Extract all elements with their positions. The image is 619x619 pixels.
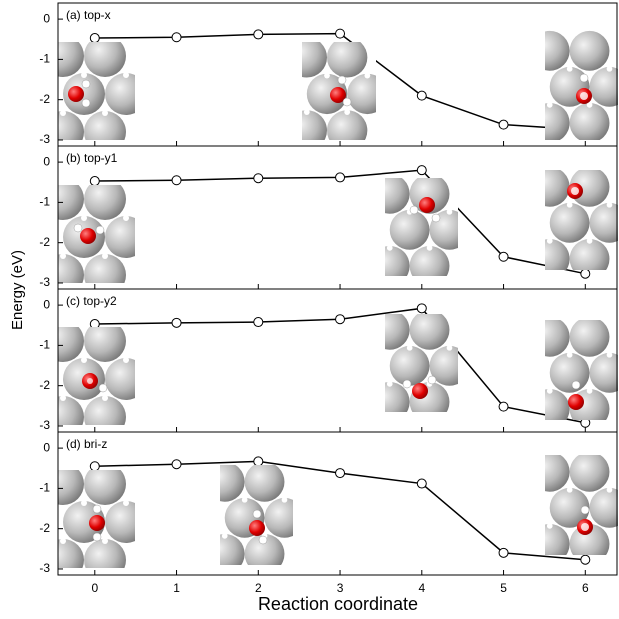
y-axis-label: Energy (eV) (9, 250, 26, 330)
x-tick-label: 4 (418, 581, 425, 595)
y-tick-label: -2 (39, 92, 50, 106)
x-tick-label: 0 (91, 581, 98, 595)
y-tick-label: -2 (39, 378, 50, 392)
point-marker (172, 33, 181, 42)
point-marker (499, 402, 508, 411)
point-marker (499, 120, 508, 129)
point-marker (417, 166, 426, 175)
y-tick-label: 0 (43, 297, 50, 311)
panel-title: (a) top-x (66, 8, 111, 22)
panel-frame (58, 289, 617, 432)
point-marker (336, 29, 345, 38)
point-marker (417, 479, 426, 488)
point-marker (336, 173, 345, 182)
y-tick-label: -1 (39, 195, 50, 209)
point-marker (90, 462, 99, 471)
x-axis-label: Reaction coordinate (258, 594, 418, 614)
y-tick-label: 0 (43, 440, 50, 454)
point-marker (172, 318, 181, 327)
point-marker (254, 318, 263, 327)
point-marker (254, 174, 263, 183)
y-tick-label: -1 (39, 338, 50, 352)
y-tick-label: -3 (39, 561, 50, 575)
x-tick-label: 6 (582, 581, 589, 595)
y-tick-label: -3 (39, 418, 50, 432)
panel-title: (d) bri-z (66, 437, 107, 451)
point-marker (499, 252, 508, 261)
point-marker (499, 548, 508, 557)
series-line (95, 308, 586, 422)
y-tick-label: -3 (39, 275, 50, 289)
point-marker (336, 315, 345, 324)
y-tick-label: 0 (43, 154, 50, 168)
panel-frame (58, 146, 617, 289)
point-marker (90, 177, 99, 186)
point-marker (417, 304, 426, 313)
figure: -3 -2 -1 0 (a) top-x -3 -2 -1 0 (b) top-y1 -3 -2 -1 0… (0, 0, 619, 619)
y-tick-label: -2 (39, 521, 50, 535)
y-tick-label: -2 (39, 235, 50, 249)
series-line (95, 170, 586, 274)
panel-title: (b) top-y1 (66, 151, 118, 165)
x-tick-label: 1 (173, 581, 180, 595)
point-marker (172, 460, 181, 469)
y-tick-label: -1 (39, 481, 50, 495)
x-tick-label: 5 (500, 581, 507, 595)
point-marker (254, 30, 263, 39)
y-tick-label: -1 (39, 52, 50, 66)
point-marker (90, 34, 99, 43)
structure-insets (42, 31, 619, 581)
point-marker (581, 269, 590, 278)
point-marker (172, 176, 181, 185)
y-tick-label: 0 (43, 11, 50, 25)
point-marker (417, 91, 426, 100)
y-tick-label: -3 (39, 132, 50, 146)
point-marker (336, 469, 345, 478)
point-marker (254, 457, 263, 466)
panel-title: (c) top-y2 (66, 294, 117, 308)
panel-frame (58, 432, 617, 575)
point-marker (581, 555, 590, 564)
